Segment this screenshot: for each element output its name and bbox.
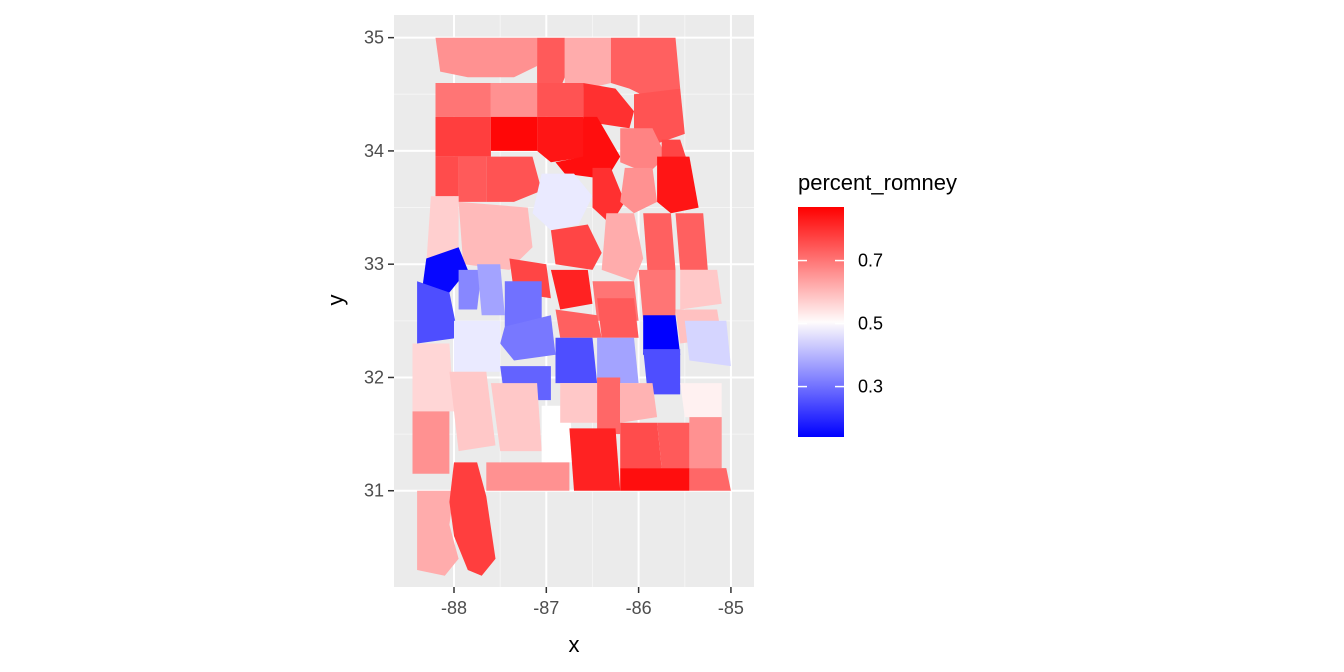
county-macon [643,315,681,355]
x-axis: -88 -87 -86 -85 [441,587,744,618]
county-etowah [620,128,667,174]
county-chambers [680,269,722,310]
county-mobile [417,490,459,576]
county-winston [490,116,538,151]
county-geneva [620,468,690,491]
x-tick-label: -85 [718,598,744,618]
county-choctaw [412,343,454,412]
county-limestone [537,37,565,89]
county-dale [657,422,690,469]
y-tick-label: 32 [364,367,384,387]
y-axis: 31 32 33 34 35 [364,28,394,501]
county-covington [569,428,621,491]
county-pickens [421,247,468,293]
county-polygons [412,37,731,576]
legend-title: percent_romney [798,170,957,195]
county-talladega [601,213,644,282]
y-tick-label: 35 [364,28,384,48]
county-baldwin [449,462,496,576]
legend-colorbar [798,207,844,437]
county-tallapoosa [638,269,676,321]
county-lawrence [490,83,538,117]
county-houston [689,468,731,491]
county-barbour [680,383,722,418]
county-coffee [620,422,662,469]
county-madison [564,37,611,89]
county-chilton [550,269,593,310]
county-clay [643,213,676,276]
county-blount [555,116,621,180]
county-hale [477,264,505,316]
county-perry [504,281,542,327]
y-tick-label: 34 [364,141,384,161]
county-walker [486,156,542,202]
county-greene [458,269,482,310]
county-butler [560,383,598,423]
county-cullman [537,116,588,163]
county-jackson [610,37,681,100]
county-calhoun [620,167,658,214]
county-marion [435,156,459,197]
county-marengo [454,320,501,372]
county-tuscaloosa [458,201,533,270]
county-autauga [555,309,602,338]
county-franklin [435,116,491,157]
county-cleburne [657,156,699,214]
county-russell [684,320,731,367]
county-washington [412,411,450,474]
county-crenshaw [597,377,621,435]
county-clarke [449,371,496,452]
county-shelby [550,224,602,270]
y-tick-label: 33 [364,254,384,274]
county-jefferson [532,173,593,231]
county-escambia [486,462,570,491]
county-colbert [435,83,491,117]
county-fayette [458,156,487,202]
x-tick-label: -88 [441,598,467,618]
county-montgomery [597,337,639,384]
county-st_clair [592,167,625,225]
y-axis-title: y [323,295,348,306]
county-bullock [643,349,681,395]
county-elmore [597,298,639,338]
x-tick-label: -87 [533,598,559,618]
legend-label: 0.3 [858,377,883,397]
county-sumter [417,281,459,344]
x-axis-title: x [569,632,580,657]
y-tick-label: 31 [364,481,384,501]
legend-label: 0.7 [858,251,883,271]
county-lamar [426,196,459,265]
legend-ticks: 0.7 0.5 0.3 [798,251,883,397]
county-morgan [537,83,584,117]
legend: percent_romney 0.7 0.5 0.3 [798,170,957,437]
county-lowndes [555,337,598,384]
legend-label: 0.5 [858,314,883,334]
county-randolph [675,213,708,270]
county-pike [620,383,658,423]
x-tick-label: -86 [626,598,652,618]
county-henry [689,417,722,469]
county-monroe [490,383,542,452]
county-dallas [500,315,556,361]
county-lauderdale [435,37,538,78]
